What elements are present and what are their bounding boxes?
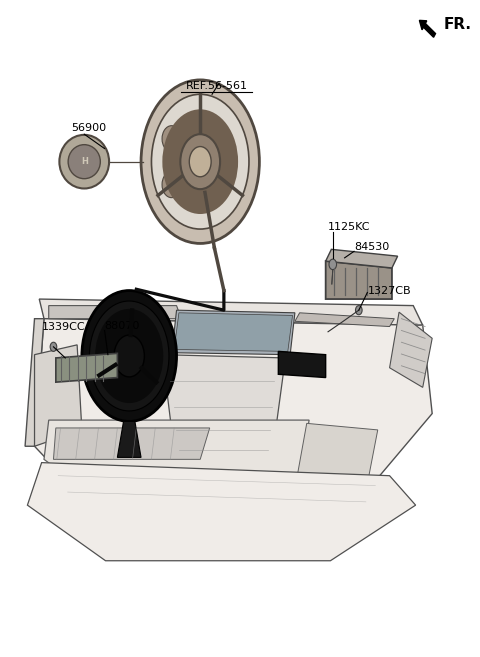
Circle shape <box>329 259 336 269</box>
Circle shape <box>152 95 249 229</box>
Circle shape <box>50 342 57 351</box>
Circle shape <box>162 171 181 198</box>
Text: H: H <box>81 157 88 166</box>
FancyArrow shape <box>420 20 435 37</box>
Circle shape <box>95 309 163 403</box>
Circle shape <box>356 306 362 315</box>
Polygon shape <box>172 310 295 355</box>
Polygon shape <box>35 345 82 446</box>
Circle shape <box>82 290 177 421</box>
Circle shape <box>89 301 169 411</box>
Polygon shape <box>56 353 118 382</box>
Circle shape <box>180 134 220 189</box>
Polygon shape <box>25 319 44 446</box>
Polygon shape <box>27 463 416 560</box>
Polygon shape <box>325 250 397 268</box>
Circle shape <box>162 125 181 152</box>
Polygon shape <box>53 428 210 459</box>
Text: 88070: 88070 <box>105 321 140 331</box>
Circle shape <box>189 147 211 177</box>
Circle shape <box>180 134 220 189</box>
Polygon shape <box>278 351 325 378</box>
Polygon shape <box>325 261 392 299</box>
Text: 1339CC: 1339CC <box>42 321 85 332</box>
Polygon shape <box>162 355 286 469</box>
Polygon shape <box>390 312 432 388</box>
Circle shape <box>141 80 259 244</box>
Text: 84530: 84530 <box>354 242 389 252</box>
Text: REF.56-561: REF.56-561 <box>186 81 248 91</box>
Ellipse shape <box>68 145 100 179</box>
Polygon shape <box>35 319 432 532</box>
Polygon shape <box>174 313 292 351</box>
Polygon shape <box>295 313 394 327</box>
Polygon shape <box>297 423 378 479</box>
Circle shape <box>114 335 144 377</box>
Text: FR.: FR. <box>444 17 472 32</box>
Text: 56900: 56900 <box>72 124 107 133</box>
Ellipse shape <box>60 135 109 189</box>
Polygon shape <box>49 306 181 319</box>
Text: 1125KC: 1125KC <box>328 222 371 232</box>
Text: 1327CB: 1327CB <box>368 286 412 296</box>
Polygon shape <box>39 299 423 325</box>
Circle shape <box>162 109 238 214</box>
Polygon shape <box>44 420 309 512</box>
Circle shape <box>188 145 212 178</box>
Polygon shape <box>118 421 141 457</box>
